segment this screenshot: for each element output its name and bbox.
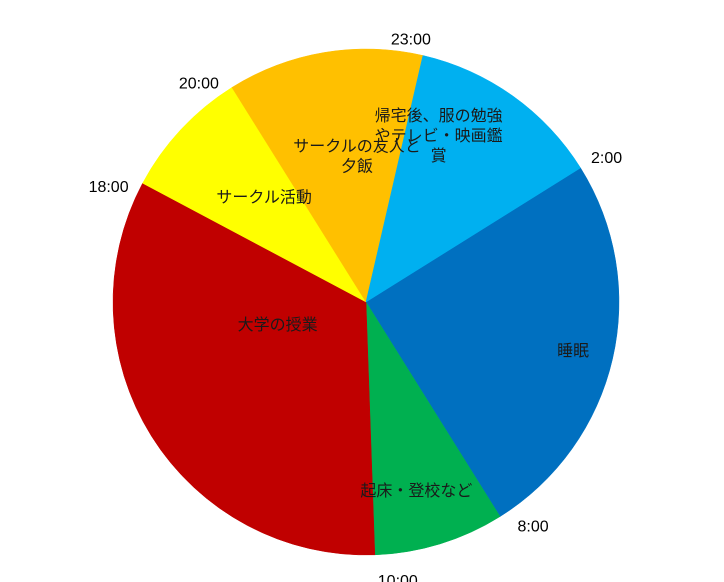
slice-label: サークルの友人と夕飯 <box>293 137 421 176</box>
pie-slice <box>231 48 424 303</box>
time-label: 10:00 <box>378 573 418 582</box>
pie-slice <box>112 182 376 556</box>
slice-label: サークル活動 <box>216 187 312 206</box>
time-label: 20:00 <box>179 75 219 92</box>
time-label: 2:00 <box>591 150 622 167</box>
pie-slice <box>365 301 501 556</box>
time-labels: 2:00 8:00 10:00 18:00 20:00 23:00 <box>89 32 623 582</box>
slice-label: 睡眠 <box>557 341 589 360</box>
time-label: 8:00 <box>518 519 549 536</box>
slice-label: 帰宅後、服の勉強やテレビ・映画鑑賞 <box>375 106 503 165</box>
pie-slice <box>365 167 620 517</box>
pie-slices <box>112 48 620 556</box>
time-label: 18:00 <box>89 179 129 196</box>
time-label: 23:00 <box>391 32 431 49</box>
pie-slice <box>365 55 581 303</box>
slice-label: 起床・登校など <box>360 481 472 500</box>
slice-label: 大学の授業 <box>238 315 318 334</box>
pie-slice <box>142 87 367 303</box>
